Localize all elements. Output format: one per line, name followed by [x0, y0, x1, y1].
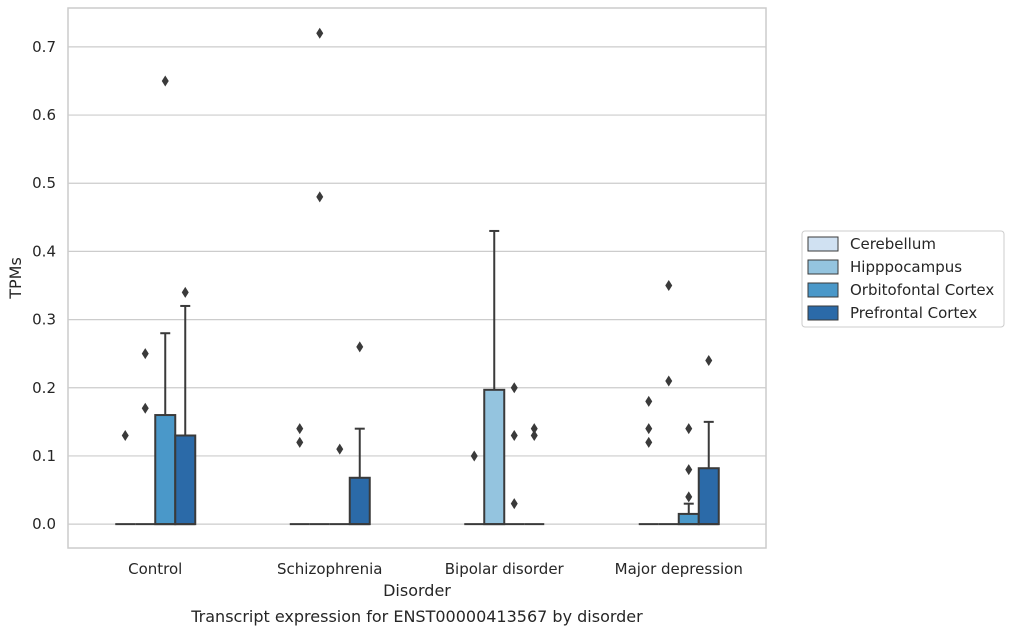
box-group [697, 355, 720, 526]
legend-swatch [807, 259, 839, 275]
y-tick-label: 0.1 [32, 447, 56, 465]
legend: Cerebellum Hipppocampus Orbitofontal Corte… [801, 230, 1005, 328]
legend-label: Cerebellum [850, 235, 936, 253]
y-tick-labels: 0.0 0.1 0.2 0.3 0.4 0.5 0.6 0.7 [32, 38, 56, 533]
outlier-point [161, 75, 169, 87]
series-prefrontal-cortex [174, 286, 720, 526]
y-tick-label: 0.7 [32, 38, 56, 56]
y-tick-label: 0.5 [32, 174, 56, 192]
box [483, 388, 506, 526]
box-group [464, 450, 485, 526]
box-group [174, 286, 197, 526]
outlier-point [685, 423, 693, 435]
box [174, 434, 197, 526]
box [697, 467, 720, 526]
box-group [309, 27, 330, 526]
outlier-point [316, 191, 324, 203]
outlier-point [336, 443, 344, 455]
outlier-point [296, 423, 304, 435]
box-group [348, 341, 371, 526]
x-tick-label: Major depression [615, 560, 743, 578]
legend-swatch [807, 305, 839, 321]
legend-label: Hipppocampus [850, 258, 962, 276]
outlier-point [316, 27, 324, 39]
outlier-point [665, 280, 673, 291]
box-group [677, 423, 700, 526]
legend-item: Hipppocampus [807, 258, 962, 276]
box-group [524, 423, 545, 526]
x-axis-title: Disorder [383, 581, 451, 600]
box [677, 512, 700, 526]
legend-swatch [807, 282, 839, 298]
x-tick-label: Schizophrenia [277, 560, 382, 578]
outlier-point [705, 355, 713, 366]
outlier-point [141, 402, 149, 414]
outlier-point [645, 395, 653, 407]
box-group [135, 348, 156, 526]
y-tick-label: 0.0 [32, 515, 56, 533]
outlier-point [530, 423, 538, 435]
outlier-point [530, 430, 538, 441]
box-group [289, 423, 310, 526]
outlier-point [181, 286, 189, 298]
legend-item: Orbitofontal Cortex [807, 281, 994, 299]
outlier-point [470, 450, 478, 462]
outlier-point [685, 491, 693, 503]
series-orbitofontal-cortex [154, 75, 700, 526]
series-cerebellum [115, 395, 659, 526]
y-tick-label: 0.3 [32, 311, 56, 329]
outlier-point [665, 375, 673, 387]
outlier-point [141, 348, 149, 360]
x-tick-labels: Control Schizophrenia Bipolar disorder Majo… [128, 560, 743, 578]
y-tick-label: 0.6 [32, 106, 56, 124]
box-group [504, 382, 525, 526]
chart-caption: Transcript expression for ENST0000041356… [190, 607, 643, 626]
legend-item: Prefrontal Cortex [807, 304, 977, 322]
legend-label: Orbitofontal Cortex [850, 281, 994, 299]
plot-area-frame [67, 7, 767, 549]
legend-label: Prefrontal Cortex [850, 304, 977, 322]
outlier-point [685, 464, 693, 476]
series-hipppocampus [135, 27, 679, 526]
box-group [329, 443, 350, 526]
box-group [638, 395, 659, 526]
outlier-point [356, 341, 364, 353]
y-tick-label: 0.2 [32, 379, 56, 397]
outlier-point [645, 423, 653, 435]
outlier-point [645, 436, 653, 448]
outlier-point [510, 430, 518, 441]
box [154, 414, 177, 526]
outlier-point [510, 498, 518, 510]
legend-item: Cerebellum [807, 235, 936, 253]
legend-swatch [807, 236, 839, 252]
x-tick-label: Control [128, 560, 182, 578]
box-group [154, 75, 177, 526]
outlier-point [121, 430, 129, 441]
box-group [483, 229, 506, 526]
box-group [115, 430, 136, 526]
y-tick-label: 0.4 [32, 242, 56, 260]
outlier-point [510, 382, 518, 394]
box-group [658, 280, 679, 526]
box [348, 476, 371, 526]
outlier-point [296, 436, 304, 448]
x-tick-label: Bipolar disorder [445, 560, 565, 578]
legend-frame [801, 230, 1005, 328]
box-series [115, 27, 720, 526]
y-axis-title: TPMs [6, 257, 25, 300]
